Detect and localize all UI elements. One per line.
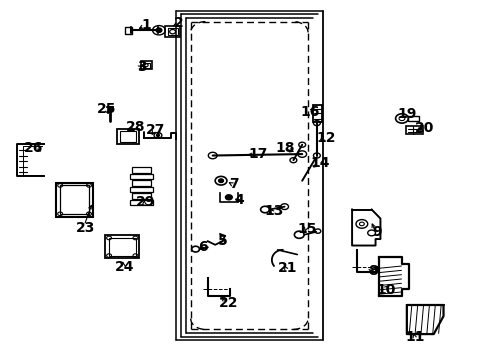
Text: 29: 29 [136,195,155,209]
Text: 6: 6 [198,240,207,253]
Text: 1: 1 [142,18,151,32]
Text: 22: 22 [219,296,238,310]
Text: 24: 24 [115,260,134,274]
Text: 19: 19 [396,108,416,121]
Bar [108,238,136,256]
Text: 14: 14 [310,156,329,170]
Text: 5: 5 [217,234,227,248]
Bar [120,131,136,142]
Bar [141,61,151,69]
Text: 2: 2 [173,17,183,30]
Text: 17: 17 [248,147,267,161]
Text: 20: 20 [414,121,433,135]
Text: 4: 4 [234,193,244,207]
Bar [129,174,153,179]
Circle shape [156,134,159,136]
Bar [131,180,151,186]
Bar [131,167,151,173]
Bar [117,129,139,144]
Text: 9: 9 [372,225,382,239]
Bar [125,27,132,34]
Bar [105,235,139,258]
Text: 23: 23 [76,221,95,234]
Text: 10: 10 [376,283,395,297]
Text: 13: 13 [264,204,283,217]
Text: 27: 27 [145,123,165,137]
Bar [142,63,149,68]
Text: 7: 7 [228,177,238,190]
Bar [56,183,93,217]
Bar [167,28,177,35]
Text: 26: 26 [23,141,43,155]
Circle shape [225,195,232,200]
Bar [312,105,321,122]
Text: 15: 15 [297,222,316,235]
Text: 3: 3 [137,60,146,73]
Text: 16: 16 [300,105,320,119]
Bar [165,26,180,37]
Bar [405,126,422,134]
Bar [129,200,153,205]
Text: 11: 11 [405,330,425,343]
Circle shape [156,28,162,32]
Text: 25: 25 [97,102,116,116]
Text: 18: 18 [275,141,294,154]
Text: 21: 21 [277,261,297,275]
Text: 28: 28 [126,120,145,134]
Text: 8: 8 [367,264,377,278]
Bar [407,116,418,121]
Circle shape [218,179,223,183]
Text: 12: 12 [316,131,335,144]
Bar [131,193,151,199]
Bar [129,187,153,192]
Bar [107,106,113,110]
Bar [60,185,89,214]
